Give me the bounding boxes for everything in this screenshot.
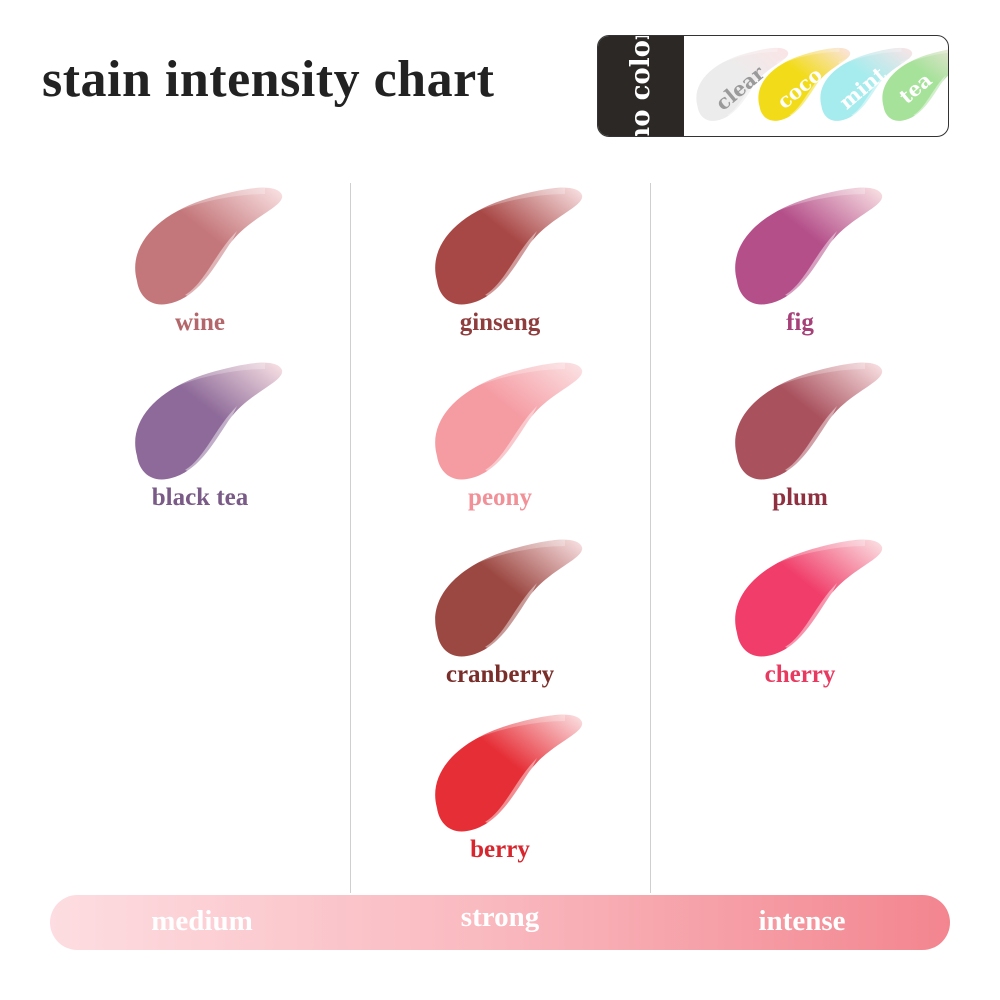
shade-swatch-cherry <box>725 535 885 660</box>
scale-label-intense: intense <box>758 905 846 937</box>
shade-swatch-cranberry <box>425 535 585 660</box>
shade-label: cherry <box>764 661 836 688</box>
no-color-panel: no color clear coco mint tea <box>597 35 949 137</box>
scale-label-medium: medium <box>151 905 253 937</box>
column-divider <box>650 183 651 893</box>
shade-label: fig <box>786 309 814 336</box>
column-divider <box>350 183 351 893</box>
shade-swatch-black-tea <box>125 358 285 483</box>
no-color-swatch-tea: tea <box>876 44 948 130</box>
no-color-swatch-clear: clear <box>690 44 790 130</box>
shade-swatch-ginseng <box>425 183 585 308</box>
shade-label: black tea <box>151 484 249 511</box>
shade-swatch-berry <box>425 710 585 835</box>
no-color-label-box: no color <box>598 36 684 136</box>
shade-label: peony <box>468 484 532 511</box>
shade-label: berry <box>470 836 530 863</box>
no-color-label: no color <box>626 35 656 137</box>
shade-label: wine <box>175 309 225 336</box>
shade-label: cranberry <box>445 661 555 688</box>
no-color-swatch-mint: mint <box>814 44 914 130</box>
shade-swatch-plum <box>725 358 885 483</box>
intensity-scale-bar: medium strong intense <box>50 895 950 950</box>
shade-label: plum <box>772 484 828 511</box>
shade-swatch-wine <box>125 183 285 308</box>
shade-label: ginseng <box>459 309 541 336</box>
shade-swatch-peony <box>425 358 585 483</box>
shade-swatch-fig <box>725 183 885 308</box>
page-title: stain intensity chart <box>42 51 495 108</box>
no-color-swatch-coco: coco <box>752 44 852 130</box>
scale-label-strong: strong <box>460 901 540 933</box>
